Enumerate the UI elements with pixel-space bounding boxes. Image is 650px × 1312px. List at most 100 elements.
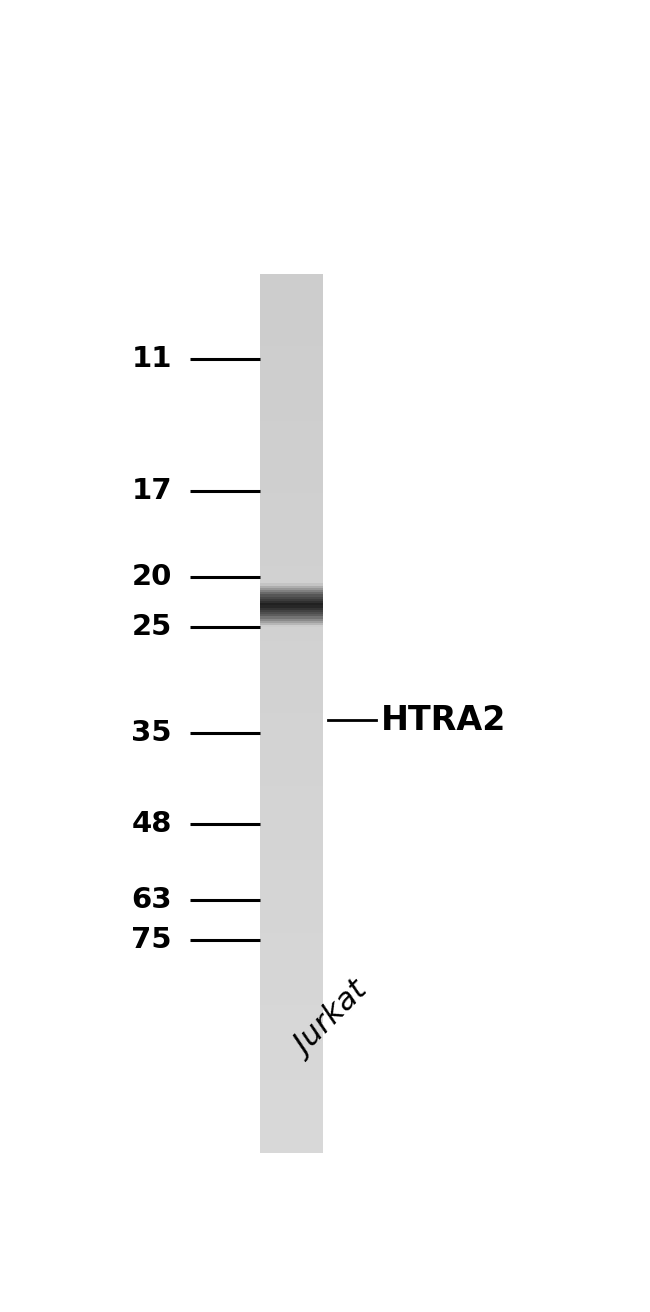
Bar bbox=[260, 806, 323, 808]
Bar bbox=[260, 972, 323, 975]
Bar bbox=[260, 1102, 323, 1105]
Bar bbox=[260, 1144, 323, 1147]
Bar bbox=[260, 357, 323, 359]
Bar bbox=[260, 470, 323, 472]
Bar bbox=[260, 702, 323, 705]
Bar bbox=[260, 660, 323, 663]
Bar bbox=[260, 386, 323, 388]
Bar bbox=[260, 770, 323, 773]
Bar bbox=[260, 611, 323, 615]
Bar bbox=[260, 517, 323, 521]
Bar bbox=[260, 331, 323, 333]
Bar bbox=[260, 874, 323, 876]
Bar bbox=[260, 1092, 323, 1094]
Bar bbox=[260, 649, 323, 652]
Bar bbox=[260, 1017, 323, 1019]
Bar bbox=[260, 862, 323, 865]
Bar bbox=[260, 1098, 323, 1101]
Bar bbox=[260, 522, 323, 525]
Bar bbox=[260, 953, 323, 955]
Bar bbox=[260, 311, 323, 314]
Bar bbox=[260, 1043, 323, 1046]
Bar bbox=[260, 447, 323, 450]
Bar bbox=[260, 506, 323, 509]
Bar bbox=[260, 1060, 323, 1063]
Bar bbox=[260, 897, 323, 900]
Text: 17: 17 bbox=[131, 476, 172, 505]
Bar bbox=[260, 1151, 323, 1153]
Bar bbox=[260, 493, 323, 496]
Bar bbox=[260, 390, 323, 392]
Bar bbox=[260, 1080, 323, 1082]
Bar bbox=[260, 1115, 323, 1118]
Bar bbox=[260, 956, 323, 959]
Bar bbox=[260, 1105, 323, 1107]
Bar bbox=[260, 666, 323, 669]
Bar bbox=[260, 1004, 323, 1006]
Bar bbox=[260, 356, 323, 358]
Bar bbox=[260, 1099, 323, 1102]
Bar bbox=[260, 324, 323, 327]
Bar bbox=[260, 727, 323, 729]
Bar bbox=[260, 564, 323, 567]
Bar bbox=[260, 428, 323, 430]
Bar bbox=[260, 457, 323, 459]
Bar bbox=[260, 294, 323, 297]
Bar bbox=[260, 302, 323, 304]
Bar bbox=[260, 963, 323, 966]
Bar bbox=[260, 1057, 323, 1060]
Bar bbox=[260, 920, 323, 922]
Bar bbox=[260, 432, 323, 434]
Bar bbox=[260, 445, 323, 447]
Bar bbox=[260, 1018, 323, 1021]
Bar bbox=[260, 891, 323, 893]
Bar bbox=[260, 913, 323, 916]
Bar bbox=[260, 959, 323, 962]
Bar bbox=[260, 764, 323, 766]
Bar bbox=[260, 577, 323, 580]
Bar bbox=[260, 546, 323, 548]
Text: 63: 63 bbox=[131, 886, 172, 914]
Bar bbox=[260, 636, 323, 639]
Bar bbox=[260, 630, 323, 632]
Bar bbox=[260, 476, 323, 479]
Bar bbox=[260, 693, 323, 695]
Bar bbox=[260, 363, 323, 366]
Bar bbox=[260, 1014, 323, 1017]
Bar bbox=[260, 1113, 323, 1115]
Bar bbox=[260, 678, 323, 681]
Bar bbox=[260, 274, 323, 277]
Bar bbox=[260, 714, 323, 716]
Bar bbox=[260, 976, 323, 980]
Bar bbox=[260, 464, 323, 467]
Bar bbox=[260, 733, 323, 736]
Bar bbox=[260, 943, 323, 946]
Bar bbox=[260, 1085, 323, 1088]
Bar bbox=[260, 340, 323, 342]
Bar bbox=[260, 348, 323, 352]
Bar bbox=[260, 333, 323, 336]
Bar bbox=[260, 1082, 323, 1085]
Bar bbox=[260, 551, 323, 554]
Bar bbox=[260, 1036, 323, 1039]
Bar bbox=[260, 1141, 323, 1144]
Bar bbox=[260, 832, 323, 834]
Bar bbox=[260, 673, 323, 676]
Bar bbox=[260, 513, 323, 516]
Bar bbox=[260, 705, 323, 707]
Bar bbox=[260, 949, 323, 951]
Bar bbox=[260, 480, 323, 483]
Bar bbox=[260, 917, 323, 920]
Bar bbox=[260, 604, 323, 606]
Bar bbox=[260, 450, 323, 453]
Bar bbox=[260, 451, 323, 454]
Bar bbox=[260, 750, 323, 753]
Bar bbox=[260, 320, 323, 323]
Bar bbox=[260, 760, 323, 762]
Bar bbox=[260, 1139, 323, 1141]
Bar bbox=[260, 484, 323, 487]
Bar bbox=[260, 841, 323, 844]
Bar bbox=[260, 419, 323, 421]
Bar bbox=[260, 935, 323, 938]
Bar bbox=[260, 819, 323, 821]
